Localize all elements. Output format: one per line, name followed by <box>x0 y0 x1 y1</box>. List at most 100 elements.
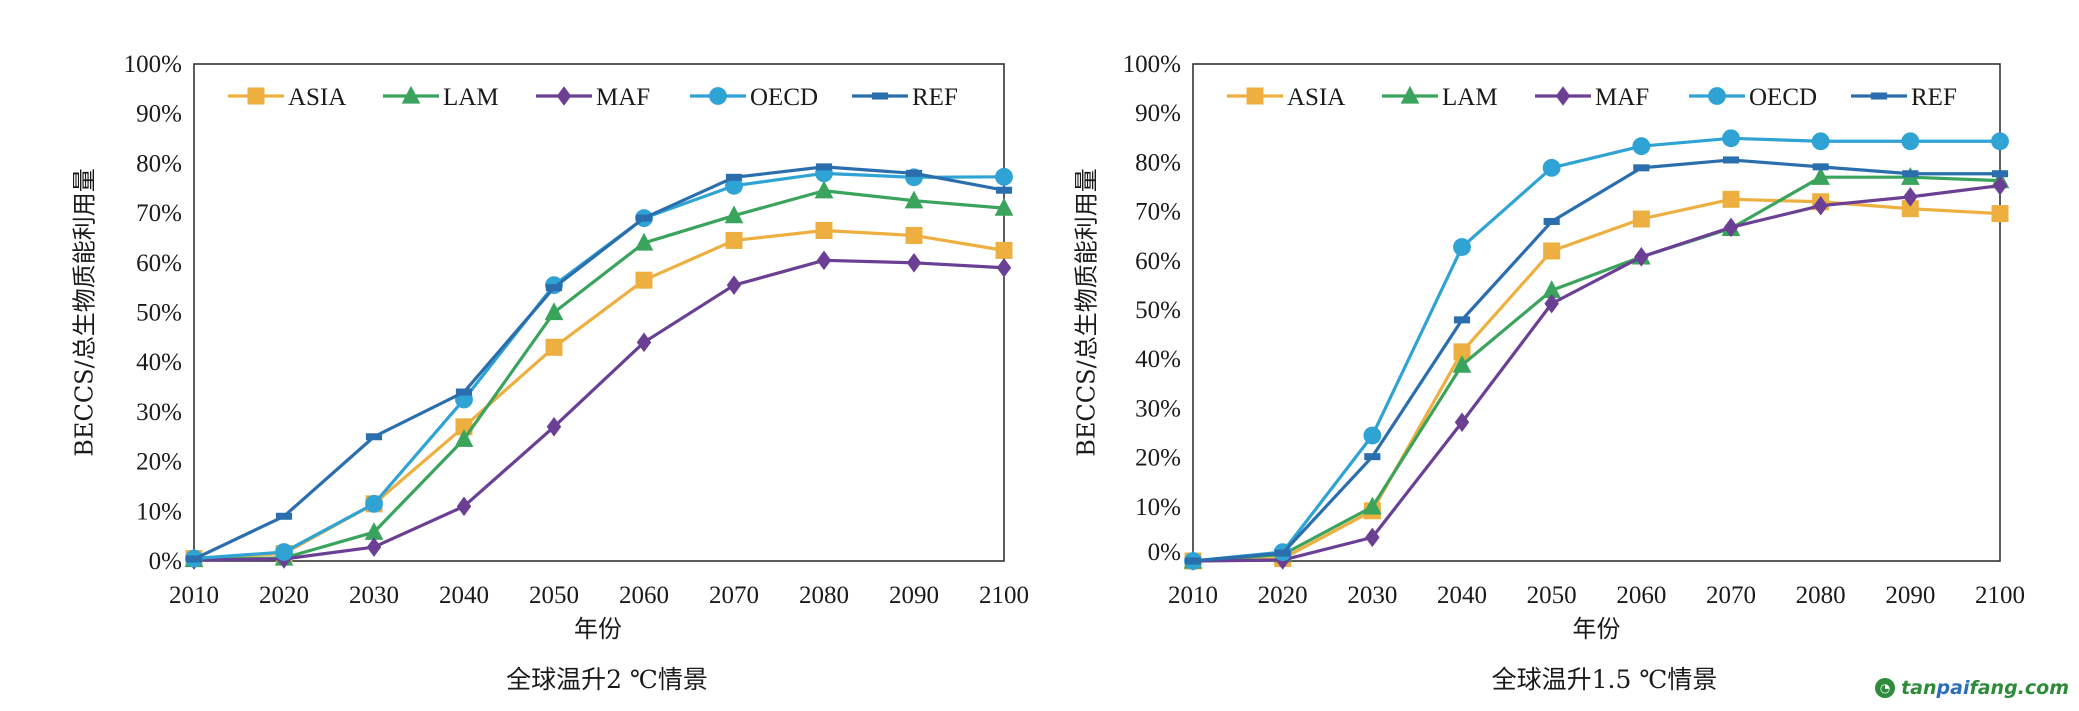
y-tick-label: 60% <box>136 250 182 277</box>
series-asia <box>185 221 1013 568</box>
legend-label: OECD <box>750 84 818 111</box>
data-point-asia <box>1722 190 1740 208</box>
data-point-ref <box>635 214 653 222</box>
data-point-ref <box>1274 549 1291 557</box>
marker-circle <box>709 87 727 105</box>
y-tick-label: 0% <box>1148 539 1181 566</box>
watermark-text-pai: pai <box>1936 677 1970 699</box>
data-point-maf <box>1723 217 1739 238</box>
data-point-ref <box>455 388 473 396</box>
y-tick-label: 100% <box>124 51 182 78</box>
data-point-asia <box>1453 343 1471 361</box>
marker-square <box>1246 87 1264 105</box>
y-tick-label: 50% <box>1135 297 1181 324</box>
data-point-ref <box>1902 170 1919 178</box>
data-point-ref <box>1543 217 1560 225</box>
x-tick-label: 2080 <box>799 582 849 609</box>
series-line <box>1192 158 2000 563</box>
chart-caption: 全球温升2 ℃情景 <box>506 665 708 694</box>
series-maf <box>186 250 1012 570</box>
y-tick-label: 80% <box>1135 149 1181 176</box>
data-point-maf <box>1544 293 1559 314</box>
x-tick-label: 2010 <box>1168 582 1218 609</box>
x-tick-label: 2090 <box>889 582 939 609</box>
series-asia <box>1184 190 2009 570</box>
series-line <box>1192 136 2000 563</box>
y-tick-label: 40% <box>136 349 182 376</box>
x-tick-label: 2070 <box>1706 582 1756 609</box>
legend-item-oecd: OECD <box>1689 84 1817 111</box>
data-point-lam <box>1362 496 1382 515</box>
watermark: ◔ tan pai fang.com <box>1875 677 2069 699</box>
x-tick-label: 2090 <box>1885 582 1935 609</box>
data-point-oecd <box>365 494 383 513</box>
data-point-ref <box>365 433 383 441</box>
x-tick-label: 2060 <box>1616 582 1666 609</box>
data-point-lam <box>814 180 834 199</box>
data-point-maf <box>816 250 832 271</box>
data-point-oecd <box>275 543 293 561</box>
legend-label: MAF <box>596 84 650 111</box>
data-point-asia <box>725 231 743 249</box>
x-tick-label: 2010 <box>169 582 219 609</box>
data-point-oecd <box>1632 137 1651 156</box>
legend-item-oecd: OECD <box>690 84 818 111</box>
data-point-maf <box>1992 175 2008 196</box>
data-point-maf <box>366 537 382 557</box>
legend-label: REF <box>912 84 958 111</box>
legend-label: OECD <box>1749 84 1817 111</box>
data-point-maf <box>1365 527 1380 548</box>
y-tick-label: 30% <box>136 399 182 426</box>
data-point-ref <box>815 163 833 171</box>
legend-item-asia: ASIA <box>1227 84 1345 111</box>
data-point-oecd <box>1363 426 1382 445</box>
chart-caption: 全球温升1.5 ℃情景 <box>1492 665 1718 694</box>
data-point-maf <box>996 257 1012 278</box>
legend-label: REF <box>1911 84 1957 111</box>
series-lam <box>184 180 1014 568</box>
data-point-ref <box>275 512 293 520</box>
y-tick-label: 0% <box>149 548 182 575</box>
series-line <box>193 165 1005 561</box>
x-tick-label: 2050 <box>529 582 579 609</box>
x-tick-label: 2070 <box>709 582 759 609</box>
legend-item-lam: LAM <box>383 84 499 111</box>
data-point-lam <box>544 302 564 321</box>
x-tick-label: 2100 <box>979 582 1029 609</box>
legend-item-ref: REF <box>1851 84 1957 111</box>
data-point-ref <box>1453 316 1471 324</box>
x-axis-title: 年份 <box>1573 615 1621 643</box>
data-point-ref <box>1633 164 1650 172</box>
data-point-maf <box>1454 412 1470 433</box>
x-tick-label: 2040 <box>439 582 489 609</box>
y-tick-label: 30% <box>1135 395 1181 422</box>
data-point-maf <box>1634 247 1649 267</box>
x-tick-label: 2020 <box>1258 582 1308 609</box>
y-tick-label: 20% <box>136 449 182 476</box>
series-line <box>193 171 1005 561</box>
data-point-lam <box>454 429 474 447</box>
data-point-ref <box>1184 557 1202 565</box>
legend-label: LAM <box>443 84 499 111</box>
legend-label: ASIA <box>288 84 346 111</box>
series-ref <box>1184 156 2009 565</box>
data-point-oecd <box>1991 132 2009 151</box>
marker-diamond <box>1555 86 1571 106</box>
data-point-ref <box>1991 170 2009 178</box>
x-tick-label: 2060 <box>619 582 669 609</box>
x-tick-label: 2030 <box>349 582 399 609</box>
y-tick-label: 100% <box>1123 51 1181 78</box>
data-point-maf <box>1813 195 1828 216</box>
legend-item-ref: REF <box>852 84 958 111</box>
y-axis-title: BECCS/总生物质能利用量 <box>1073 168 1101 456</box>
tanpaifang-logo-icon: ◔ <box>1875 678 1896 698</box>
y-tick-label: 60% <box>1135 248 1181 275</box>
data-point-oecd <box>725 176 743 195</box>
legend: ASIA LAM MAF OECD REF <box>228 84 958 111</box>
plot-frame <box>1192 63 2001 562</box>
data-point-lam <box>994 197 1014 216</box>
data-point-ref <box>545 284 563 292</box>
data-point-asia <box>545 338 563 356</box>
data-point-maf <box>726 275 742 295</box>
data-point-ref <box>1722 156 1740 164</box>
